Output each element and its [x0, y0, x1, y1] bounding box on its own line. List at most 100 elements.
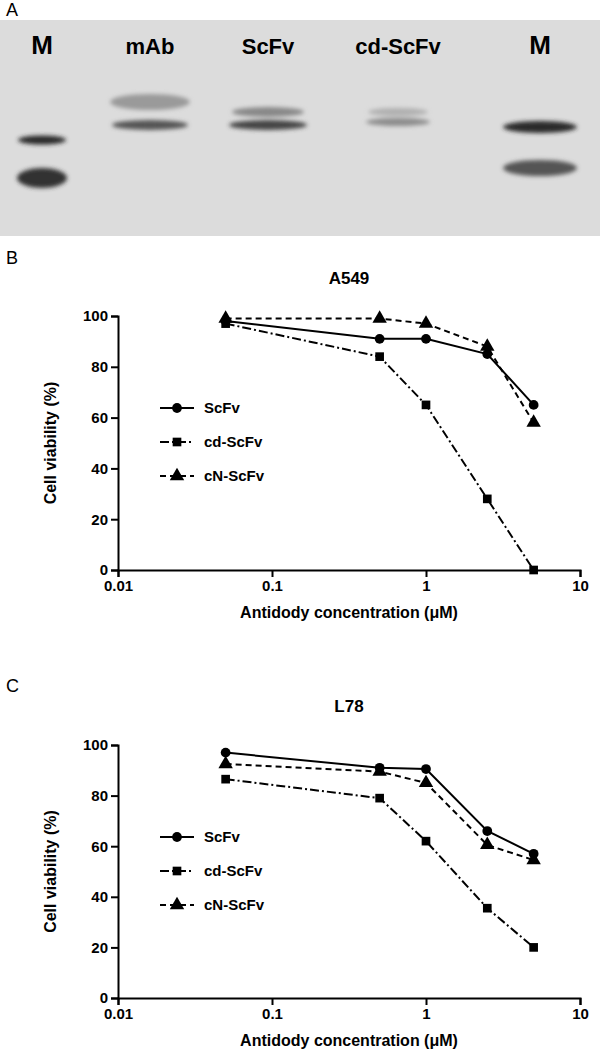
y-tick-mark [111, 316, 118, 318]
x-tick-label: 1 [422, 1005, 430, 1022]
x-axis: 0.010.1110 [104, 998, 589, 1022]
x-tick-label: 10 [572, 1005, 589, 1022]
x-tick: 10 [572, 570, 589, 594]
gel-band [366, 118, 430, 126]
y-tick-label: 60 [91, 838, 108, 855]
y-tick-mark [111, 519, 118, 521]
y-tick-mark [111, 998, 118, 1000]
legend-label: ScFv [204, 399, 241, 416]
y-tick-label: 40 [91, 460, 108, 477]
y-tick-mark [111, 366, 118, 368]
legend-marker [172, 403, 182, 413]
legend-label: cN-ScFv [204, 896, 265, 913]
series-point [526, 852, 540, 864]
lane-label: cd-ScFv [355, 34, 441, 59]
figure: AMmAbScFvcd-ScFvMBA5490.010.111002040608… [0, 0, 600, 1056]
legend-label: cd-ScFv [204, 433, 263, 450]
y-tick-label: 40 [91, 888, 108, 905]
series-point [422, 837, 431, 846]
legend-marker [170, 897, 184, 909]
y-axis-title: Cell viability (%) [42, 382, 59, 505]
y-tick: 80 [91, 787, 118, 804]
series-point [372, 310, 386, 322]
series-point [375, 794, 384, 803]
y-tick-mark [111, 570, 118, 572]
x-tick: 0.01 [104, 998, 133, 1022]
series-point [529, 400, 539, 410]
gel-band [229, 120, 307, 130]
x-tick: 1 [422, 998, 430, 1022]
gel-background [0, 20, 600, 236]
series-point [419, 315, 433, 327]
y-tick-label: 20 [91, 511, 108, 528]
y-axis: 0 20 40 60 80 100 [83, 736, 119, 1006]
legend-label: ScFv [204, 828, 241, 845]
y-axis: 0 20 40 60 80 100 [83, 307, 119, 578]
legend: ScFv cd-ScFv cN-ScFv [160, 399, 265, 484]
lane-label: mAb [126, 34, 175, 59]
x-tick: 0.1 [262, 570, 283, 594]
series-point [483, 904, 492, 913]
y-tick-label: 0 [100, 561, 108, 578]
y-tick-label: 80 [91, 787, 108, 804]
x-tick-label: 0.01 [104, 1005, 133, 1022]
x-axis-line [119, 571, 581, 578]
y-tick-mark [111, 795, 118, 797]
x-axis-line [119, 999, 581, 1006]
series-point [529, 943, 538, 952]
plot-area [218, 310, 540, 574]
y-tick: 0 [100, 989, 118, 1006]
series-line [226, 764, 534, 860]
y-tick: 100 [83, 736, 118, 753]
series-point [419, 775, 433, 787]
series-point [480, 338, 494, 350]
y-tick: 20 [91, 511, 118, 528]
series-line [226, 753, 534, 854]
chart-title: A549 [329, 269, 370, 288]
panel-label: A [6, 0, 18, 20]
series-point [372, 763, 386, 775]
series-point [526, 414, 540, 426]
y-tick-label: 60 [91, 409, 108, 426]
line-chart: BA5490.010.1110020406080100Antidody conc… [6, 248, 589, 621]
y-tick: 20 [91, 939, 118, 956]
series-point [375, 334, 385, 344]
legend-marker [172, 832, 182, 842]
gel-panel: AMmAbScFvcd-ScFvM [0, 0, 600, 236]
y-tick-label: 0 [100, 989, 108, 1006]
panel-label: C [6, 676, 19, 696]
x-tick: 1 [422, 570, 430, 594]
y-tick-mark [111, 745, 118, 747]
line-chart: CL780.010.1110020406080100Antidody conce… [6, 676, 589, 1049]
x-tick-label: 0.01 [104, 577, 133, 594]
y-tick: 40 [91, 460, 118, 477]
legend-label: cd-ScFv [204, 862, 263, 879]
y-tick-label: 80 [91, 358, 108, 375]
x-tick: 10 [572, 998, 589, 1022]
y-tick: 100 [83, 307, 118, 324]
y-tick-mark [111, 846, 118, 848]
y-tick: 80 [91, 358, 118, 375]
legend-marker [173, 438, 182, 447]
series-point [480, 837, 494, 849]
legend-label: cN-ScFv [204, 467, 265, 484]
lane-label: M [529, 30, 551, 60]
series-point [218, 756, 232, 768]
y-tick: 0 [100, 561, 118, 578]
x-tick-label: 1 [422, 577, 430, 594]
legend: ScFv cd-ScFv cN-ScFv [160, 828, 265, 913]
gel-band [503, 160, 577, 176]
y-axis-line [111, 317, 119, 571]
gel-band [112, 120, 188, 130]
series-point [482, 826, 492, 836]
x-tick-label: 10 [572, 577, 589, 594]
y-axis-title: Cell viability (%) [42, 810, 59, 933]
series-line [226, 324, 534, 570]
chart-title: L78 [334, 697, 363, 716]
x-axis: 0.01 0.1 1 10 [104, 570, 589, 594]
y-axis-line [111, 746, 119, 999]
legend-marker [173, 867, 182, 876]
lane-label: ScFv [242, 34, 295, 59]
legend-marker [170, 468, 184, 480]
panel-label: B [6, 248, 18, 268]
